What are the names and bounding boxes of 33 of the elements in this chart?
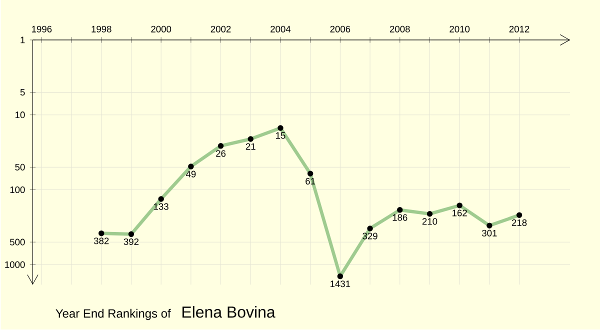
data-label: 1431	[330, 280, 350, 288]
data-label: 301	[482, 230, 497, 237]
data-label: 392	[124, 238, 139, 246]
text: Elena Bovina	[182, 306, 276, 318]
y-tick-label: 10	[16, 112, 25, 118]
y-tick-label: 100	[10, 186, 25, 194]
data-label: 61	[306, 178, 316, 185]
data-label: 21	[246, 143, 256, 150]
data-label: 162	[452, 210, 467, 216]
y-tick-label: 5	[20, 89, 25, 96]
data-label: 15	[276, 132, 286, 139]
y-tick-label: 500	[10, 239, 25, 246]
data-label: 26	[216, 150, 226, 157]
x-tick-label: 2002	[210, 26, 231, 33]
x-tick-label: 1996	[32, 26, 52, 33]
y-tick-label: 1	[20, 36, 25, 44]
data-label: 49	[186, 171, 196, 178]
data-label: 218	[512, 220, 527, 226]
x-tick-label: 2012	[509, 26, 530, 33]
x-tick-label: 2008	[390, 26, 410, 33]
data-label: 329	[362, 232, 378, 240]
x-tick-label: 2004	[270, 26, 291, 33]
x-tick-label: 1998	[92, 26, 112, 33]
text: Year End Rankings of	[56, 309, 171, 320]
data-label: 186	[392, 214, 408, 221]
y-tick-label: 1000	[5, 262, 25, 268]
x-tick-label: 2006	[330, 26, 350, 33]
data-label: 133	[154, 203, 168, 210]
x-tick-label: 2000	[151, 26, 172, 33]
y-tick-label: 50	[15, 164, 25, 171]
data-label: 210	[422, 218, 438, 225]
x-tick-label: 2010	[450, 26, 470, 33]
data-label: 382	[94, 238, 109, 244]
